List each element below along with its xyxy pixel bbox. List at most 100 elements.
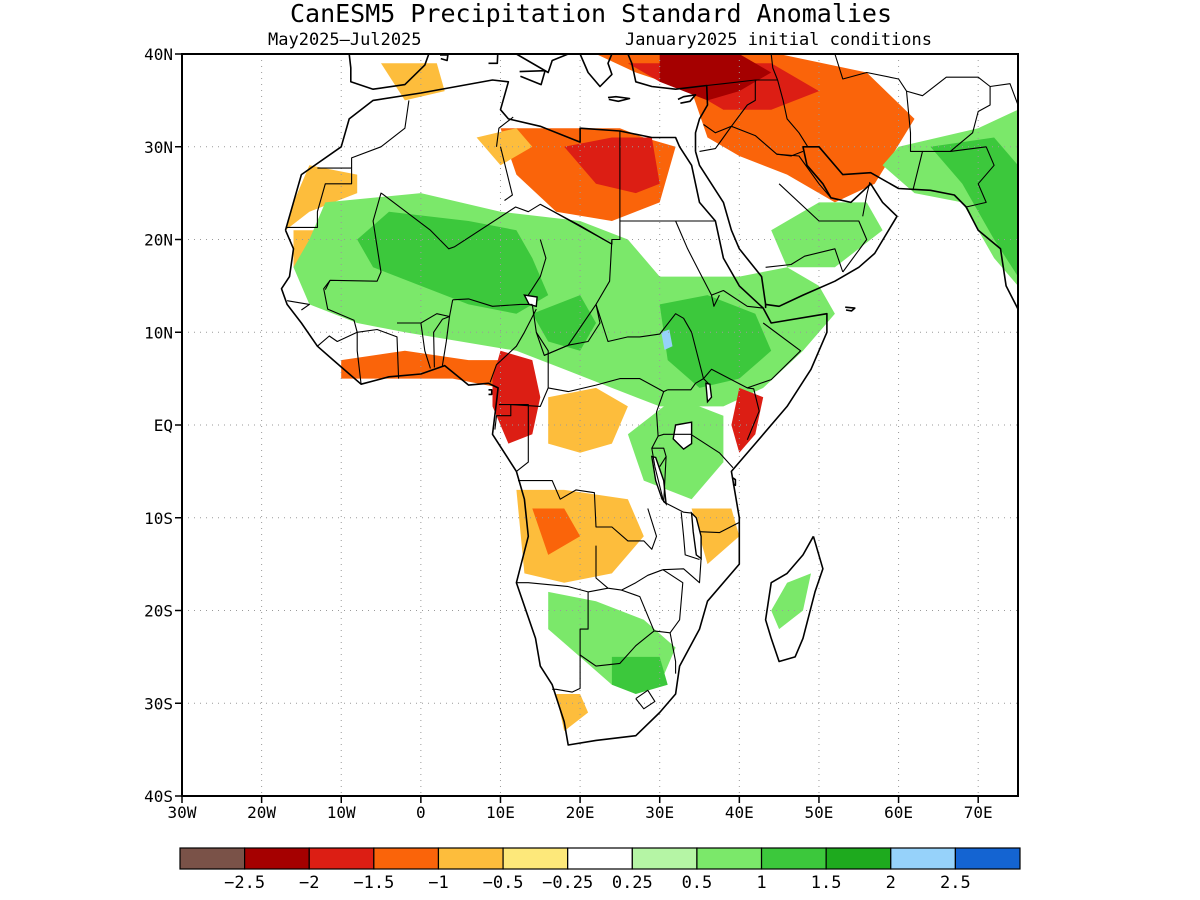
latitude-tick-label: 20S (144, 602, 173, 621)
latitude-tick-label: 30N (144, 138, 173, 157)
longitude-tick-label: 30E (645, 803, 674, 822)
latitude-tick-label: 10N (144, 323, 173, 342)
coastline-cyprus (677, 94, 697, 104)
coastline-europe (348, 54, 430, 90)
anomaly-region (564, 137, 660, 194)
longitude-axis: 30W 20W 10W 0 10E 20E 30E 40E 50E 60E 70E (168, 796, 993, 822)
colorbar-tick-label: −1 (428, 873, 448, 893)
country-border (776, 153, 832, 199)
country-border (663, 456, 667, 503)
colorbar-swatch (696, 847, 763, 870)
country-border (595, 304, 705, 379)
latitude-tick-label: 40S (144, 787, 173, 806)
coastline-italy-greece (515, 54, 569, 74)
map-title: CanESM5 Precipitation Standard Anomalies (290, 0, 892, 28)
country-border (699, 521, 740, 534)
country-border (778, 183, 868, 273)
lake-outline (705, 382, 713, 404)
latitude-tick-label: EQ (154, 416, 173, 435)
country-border (662, 558, 702, 584)
colorbar-swatch (179, 847, 246, 870)
latitude-tick-label: 40N (144, 45, 173, 64)
country-border (531, 239, 613, 356)
country-border (540, 203, 613, 245)
country-border (495, 116, 514, 147)
country-border (420, 322, 431, 369)
longitude-tick-label: 0 (416, 803, 426, 822)
country-border (950, 146, 995, 208)
latitude-tick-label: 30S (144, 694, 173, 713)
longitude-tick-label: 40E (725, 803, 754, 822)
colorbar-legend: −2.5 −2 −1.5 −1 −0.5 −0.25 0.25 0.5 1 1.5 2 2.5 (179, 847, 1021, 893)
colorbar-tick-label: 2 (886, 873, 896, 893)
coastline-greece (579, 54, 613, 88)
anomaly-region (659, 295, 772, 388)
country-border (667, 378, 710, 391)
country-border (351, 100, 410, 169)
forecast-period-label: May2025–Jul2025 (268, 30, 422, 50)
anomaly-region (532, 508, 581, 555)
colorbar-tick-label: −2 (299, 873, 319, 893)
longitude-tick-label: 50E (804, 803, 833, 822)
anomaly-region (341, 350, 533, 388)
country-border (699, 125, 732, 152)
country-border (357, 328, 400, 379)
colorbar-swatch (631, 847, 698, 870)
country-border (433, 315, 451, 368)
colorbar-tick-label: 1.5 (811, 873, 842, 893)
coastline-crete (607, 95, 631, 103)
country-border (516, 582, 609, 593)
anomaly-region (691, 508, 740, 565)
anomaly-region (771, 202, 883, 268)
coastline-socotra (845, 306, 856, 312)
colorbar-tick-label: 0.25 (612, 873, 653, 893)
latitude-tick-label: 20N (144, 231, 173, 250)
longitude-tick-label: 60E (884, 803, 913, 822)
country-border (356, 332, 362, 385)
country-border (675, 220, 720, 307)
country-border (397, 313, 450, 324)
country-border (680, 512, 700, 561)
country-border (287, 300, 310, 311)
country-border (770, 54, 779, 81)
country-border (663, 501, 692, 514)
lake-outline (523, 294, 538, 308)
longitude-tick-label: 10W (327, 803, 356, 822)
country-border (324, 192, 715, 290)
country-border (834, 54, 907, 92)
country-border (494, 404, 512, 430)
colorbar-swatch (502, 847, 569, 870)
country-border (706, 79, 778, 87)
coastline-africa (280, 79, 828, 746)
country-border (317, 279, 358, 347)
country-border (655, 391, 734, 469)
longitude-tick-label: 70E (964, 803, 993, 822)
colorbar-swatches (179, 847, 1021, 870)
longitude-tick-label: 10E (486, 803, 515, 822)
anomaly-region (771, 573, 811, 630)
colorbar-tick-labels: −2.5 −2 −1.5 −1 −0.5 −0.25 0.25 0.5 1 1.5 2 2.5 (224, 873, 971, 893)
country-border (703, 80, 756, 134)
country-border (711, 289, 764, 309)
country-border (518, 480, 658, 550)
anomaly-region (661, 329, 673, 350)
colorbar-tick-label: −1.5 (353, 873, 394, 893)
anomaly-region (627, 397, 724, 500)
latitude-axis: 40N 30N 20N 10N EQ 10S 20S 30S 40S (144, 45, 182, 806)
country-border (499, 146, 513, 201)
longitude-tick-label: 30W (168, 803, 197, 822)
coastline-sri-lanka (1056, 334, 1072, 369)
country-border (544, 304, 597, 356)
anomaly-region (548, 387, 628, 453)
colorbar-tick-label: −2.5 (224, 873, 265, 893)
colorbar-tick-label: 0.5 (682, 873, 713, 893)
anomaly-region (731, 387, 764, 453)
country-border (905, 91, 924, 191)
anomaly-region (611, 656, 668, 694)
lake-outline (672, 421, 693, 451)
country-border (765, 248, 844, 273)
colorbar-swatch (825, 847, 892, 870)
coastline-zanzibar (732, 477, 737, 487)
coastline-sicily (519, 69, 546, 86)
map-area (181, 53, 1072, 797)
